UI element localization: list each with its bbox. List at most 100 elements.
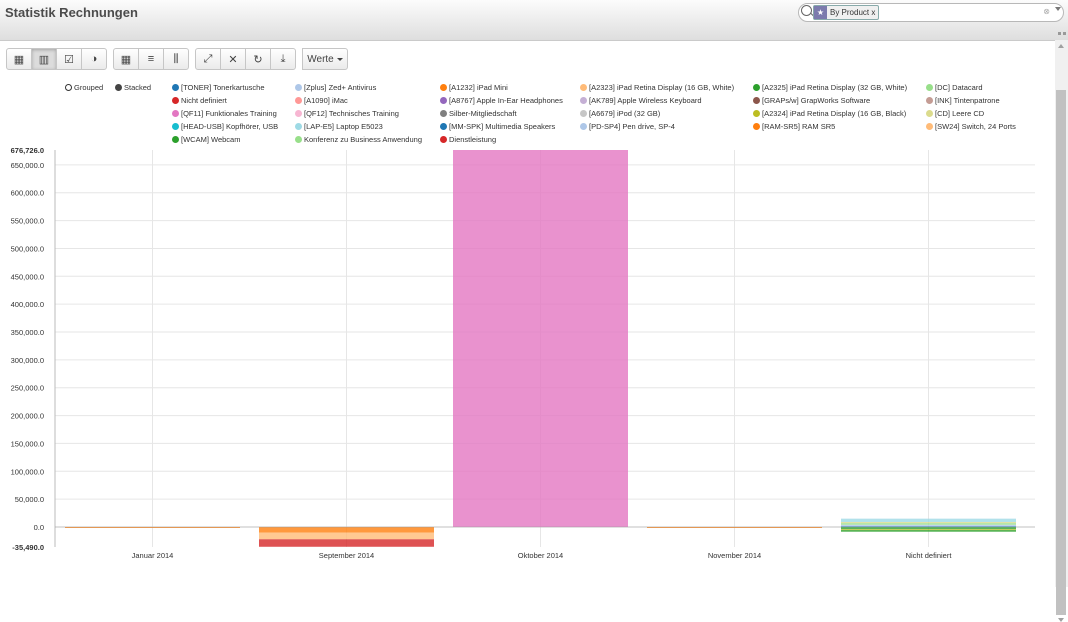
legend-item[interactable]: Dienstleistung xyxy=(449,135,497,144)
scroll-down-icon[interactable] xyxy=(1058,618,1064,622)
legend-item[interactable]: [A2325] iPad Retina Display (32 GB, Whit… xyxy=(762,83,908,92)
legend-item[interactable]: [Zplus] Zed+ Antivirus xyxy=(304,83,377,92)
facet-remove-button[interactable]: x xyxy=(871,8,876,17)
legend-dot-icon[interactable] xyxy=(753,123,760,130)
legend-dot-icon[interactable] xyxy=(926,84,933,91)
x-tick-label: November 2014 xyxy=(708,551,761,560)
columns-button[interactable]: ⫼ xyxy=(163,48,189,70)
legend-item[interactable]: [LAP-E5] Laptop E5023 xyxy=(304,122,383,131)
legend-dot-icon[interactable] xyxy=(172,97,179,104)
legend-dot-icon[interactable] xyxy=(753,110,760,117)
bar-segment[interactable] xyxy=(841,529,1016,531)
y-tick-label: 600,000.0 xyxy=(11,189,44,198)
legend-dot-icon[interactable] xyxy=(295,84,302,91)
legend-dot-icon[interactable] xyxy=(440,123,447,130)
resize-handle-icon[interactable] xyxy=(1058,30,1066,38)
legend-dot-icon[interactable] xyxy=(295,123,302,130)
mode-stacked[interactable]: Stacked xyxy=(124,83,152,92)
scrollbar-thumb[interactable] xyxy=(1056,90,1066,615)
expand-button[interactable]: ⤢ xyxy=(195,48,221,70)
legend-dot-icon[interactable] xyxy=(115,84,122,91)
legend-item[interactable]: [SW24] Switch, 24 Ports xyxy=(935,122,1016,131)
legend-item[interactable]: [PD-SP4] Pen drive, SP-4 xyxy=(589,122,675,131)
bar-chart-button[interactable]: ▥ xyxy=(31,48,57,70)
legend-item[interactable]: [A8767] Apple In-Ear Headphones xyxy=(449,96,563,105)
legend-dot-icon[interactable] xyxy=(440,97,447,104)
bar-segment[interactable] xyxy=(841,518,1016,522)
legend-item[interactable]: [INK] Tintenpatrone xyxy=(935,96,1000,105)
bar-segment[interactable] xyxy=(647,527,822,528)
bar-segment[interactable] xyxy=(841,523,1016,525)
legend-item[interactable]: [QF12] Technisches Training xyxy=(304,109,399,118)
legend-dot-icon[interactable] xyxy=(580,84,587,91)
y-tick-label: 650,000.0 xyxy=(11,161,44,170)
legend-item[interactable]: [RAM-SR5] RAM SR5 xyxy=(762,122,836,131)
refresh-button[interactable]: ↻ xyxy=(245,48,271,70)
legend-item[interactable]: Silber-Mitgliedschaft xyxy=(449,109,517,118)
legend-dot-icon[interactable] xyxy=(753,97,760,104)
y-tick-label: 500,000.0 xyxy=(11,244,44,253)
legend-dot-icon[interactable] xyxy=(753,84,760,91)
table-button[interactable]: ▦ xyxy=(6,48,32,70)
bar-segment[interactable] xyxy=(453,150,628,527)
grid-button[interactable]: ▦ xyxy=(113,48,139,70)
search-clear-icon[interactable]: ⊗ xyxy=(1043,7,1050,16)
legend-item[interactable]: [AK789] Apple Wireless Keyboard xyxy=(589,96,702,105)
legend-item[interactable]: [A1090] iMac xyxy=(304,96,348,105)
legend-dot-icon[interactable] xyxy=(580,97,587,104)
download-button[interactable]: ⤓ xyxy=(270,48,296,70)
legend-item[interactable]: [CD] Leere CD xyxy=(935,109,985,118)
search-dropdown-icon[interactable] xyxy=(1055,7,1061,11)
scroll-up-icon[interactable] xyxy=(1058,44,1064,48)
bar-segment[interactable] xyxy=(259,539,434,547)
bar-segment[interactable] xyxy=(841,526,1016,528)
bar-segment[interactable] xyxy=(841,527,1016,530)
legend-dot-icon[interactable] xyxy=(926,123,933,130)
legend-dot-icon[interactable] xyxy=(172,110,179,117)
legend-dot-icon[interactable] xyxy=(172,84,179,91)
legend-dot-icon[interactable] xyxy=(295,136,302,143)
vertical-scrollbar[interactable] xyxy=(1055,40,1068,622)
legend-item[interactable]: [TONER] Tonerkartusche xyxy=(181,83,265,92)
legend-item[interactable]: [MM-SPK] Multimedia Speakers xyxy=(449,122,556,131)
y-tick-label: 450,000.0 xyxy=(11,272,44,281)
legend-dot-icon[interactable] xyxy=(65,84,72,91)
bar-segment[interactable] xyxy=(259,532,434,540)
mode-grouped[interactable]: Grouped xyxy=(74,83,104,92)
legend-item[interactable]: [WCAM] Webcam xyxy=(181,135,241,144)
legend-item[interactable]: [HEAD-USB] Kopfhörer, USB xyxy=(181,122,279,131)
legend-dot-icon[interactable] xyxy=(580,123,587,130)
legend-dot-icon[interactable] xyxy=(172,136,179,143)
measures-dropdown[interactable]: Werte xyxy=(302,48,348,70)
checkbox-button[interactable]: ☑ xyxy=(56,48,82,70)
search-input[interactable] xyxy=(881,5,1031,18)
bar-segment[interactable] xyxy=(841,521,1016,524)
search-box[interactable]: ★ By Product x ⊗ xyxy=(798,3,1064,22)
bar-segment[interactable] xyxy=(259,527,434,533)
legend-dot-icon[interactable] xyxy=(440,110,447,117)
legend-item[interactable]: [A2323] iPad Retina Display (16 GB, Whit… xyxy=(589,83,735,92)
legend-item[interactable]: [QF11] Funktionales Training xyxy=(181,109,277,118)
legend-item[interactable]: [A2324] iPad Retina Display (16 GB, Blac… xyxy=(762,109,907,118)
legend-dot-icon[interactable] xyxy=(295,97,302,104)
legend-dot-icon[interactable] xyxy=(926,110,933,117)
collapse-button[interactable]: ✕ xyxy=(220,48,246,70)
legend-dot-icon[interactable] xyxy=(440,136,447,143)
pie-chart-button[interactable]: ◑ xyxy=(81,48,107,70)
legend-dot-icon[interactable] xyxy=(172,123,179,130)
list-button[interactable]: ≡ xyxy=(138,48,164,70)
legend-item[interactable]: [DC] Datacard xyxy=(935,83,983,92)
bar-segment[interactable] xyxy=(841,530,1016,532)
legend-item[interactable]: [GRAPs/w] GrapWorks Software xyxy=(762,96,871,105)
legend-item[interactable]: Konferenz zu Business Anwendung xyxy=(304,135,422,144)
bar-segment[interactable] xyxy=(841,524,1016,527)
collapse-icon: ✕ xyxy=(228,53,238,66)
legend-dot-icon[interactable] xyxy=(295,110,302,117)
legend-dot-icon[interactable] xyxy=(580,110,587,117)
legend-item[interactable]: [A6679] iPod (32 GB) xyxy=(589,109,661,118)
legend-dot-icon[interactable] xyxy=(440,84,447,91)
bar-segment[interactable] xyxy=(65,527,240,528)
legend-item[interactable]: Nicht definiert xyxy=(181,96,227,105)
legend-dot-icon[interactable] xyxy=(926,97,933,104)
legend-item[interactable]: [A1232] iPad Mini xyxy=(449,83,508,92)
